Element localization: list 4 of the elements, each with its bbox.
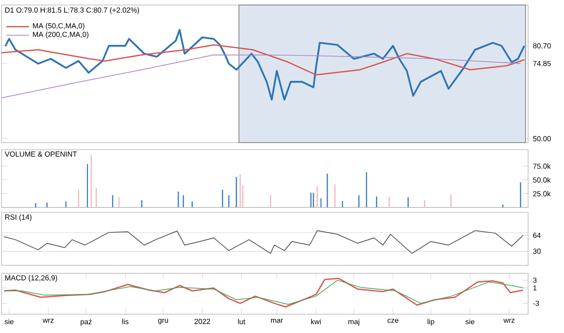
- line-series: [2, 44, 525, 76]
- line-series: [4, 28, 526, 101]
- line-series: [2, 54, 521, 98]
- line-series: [4, 230, 524, 254]
